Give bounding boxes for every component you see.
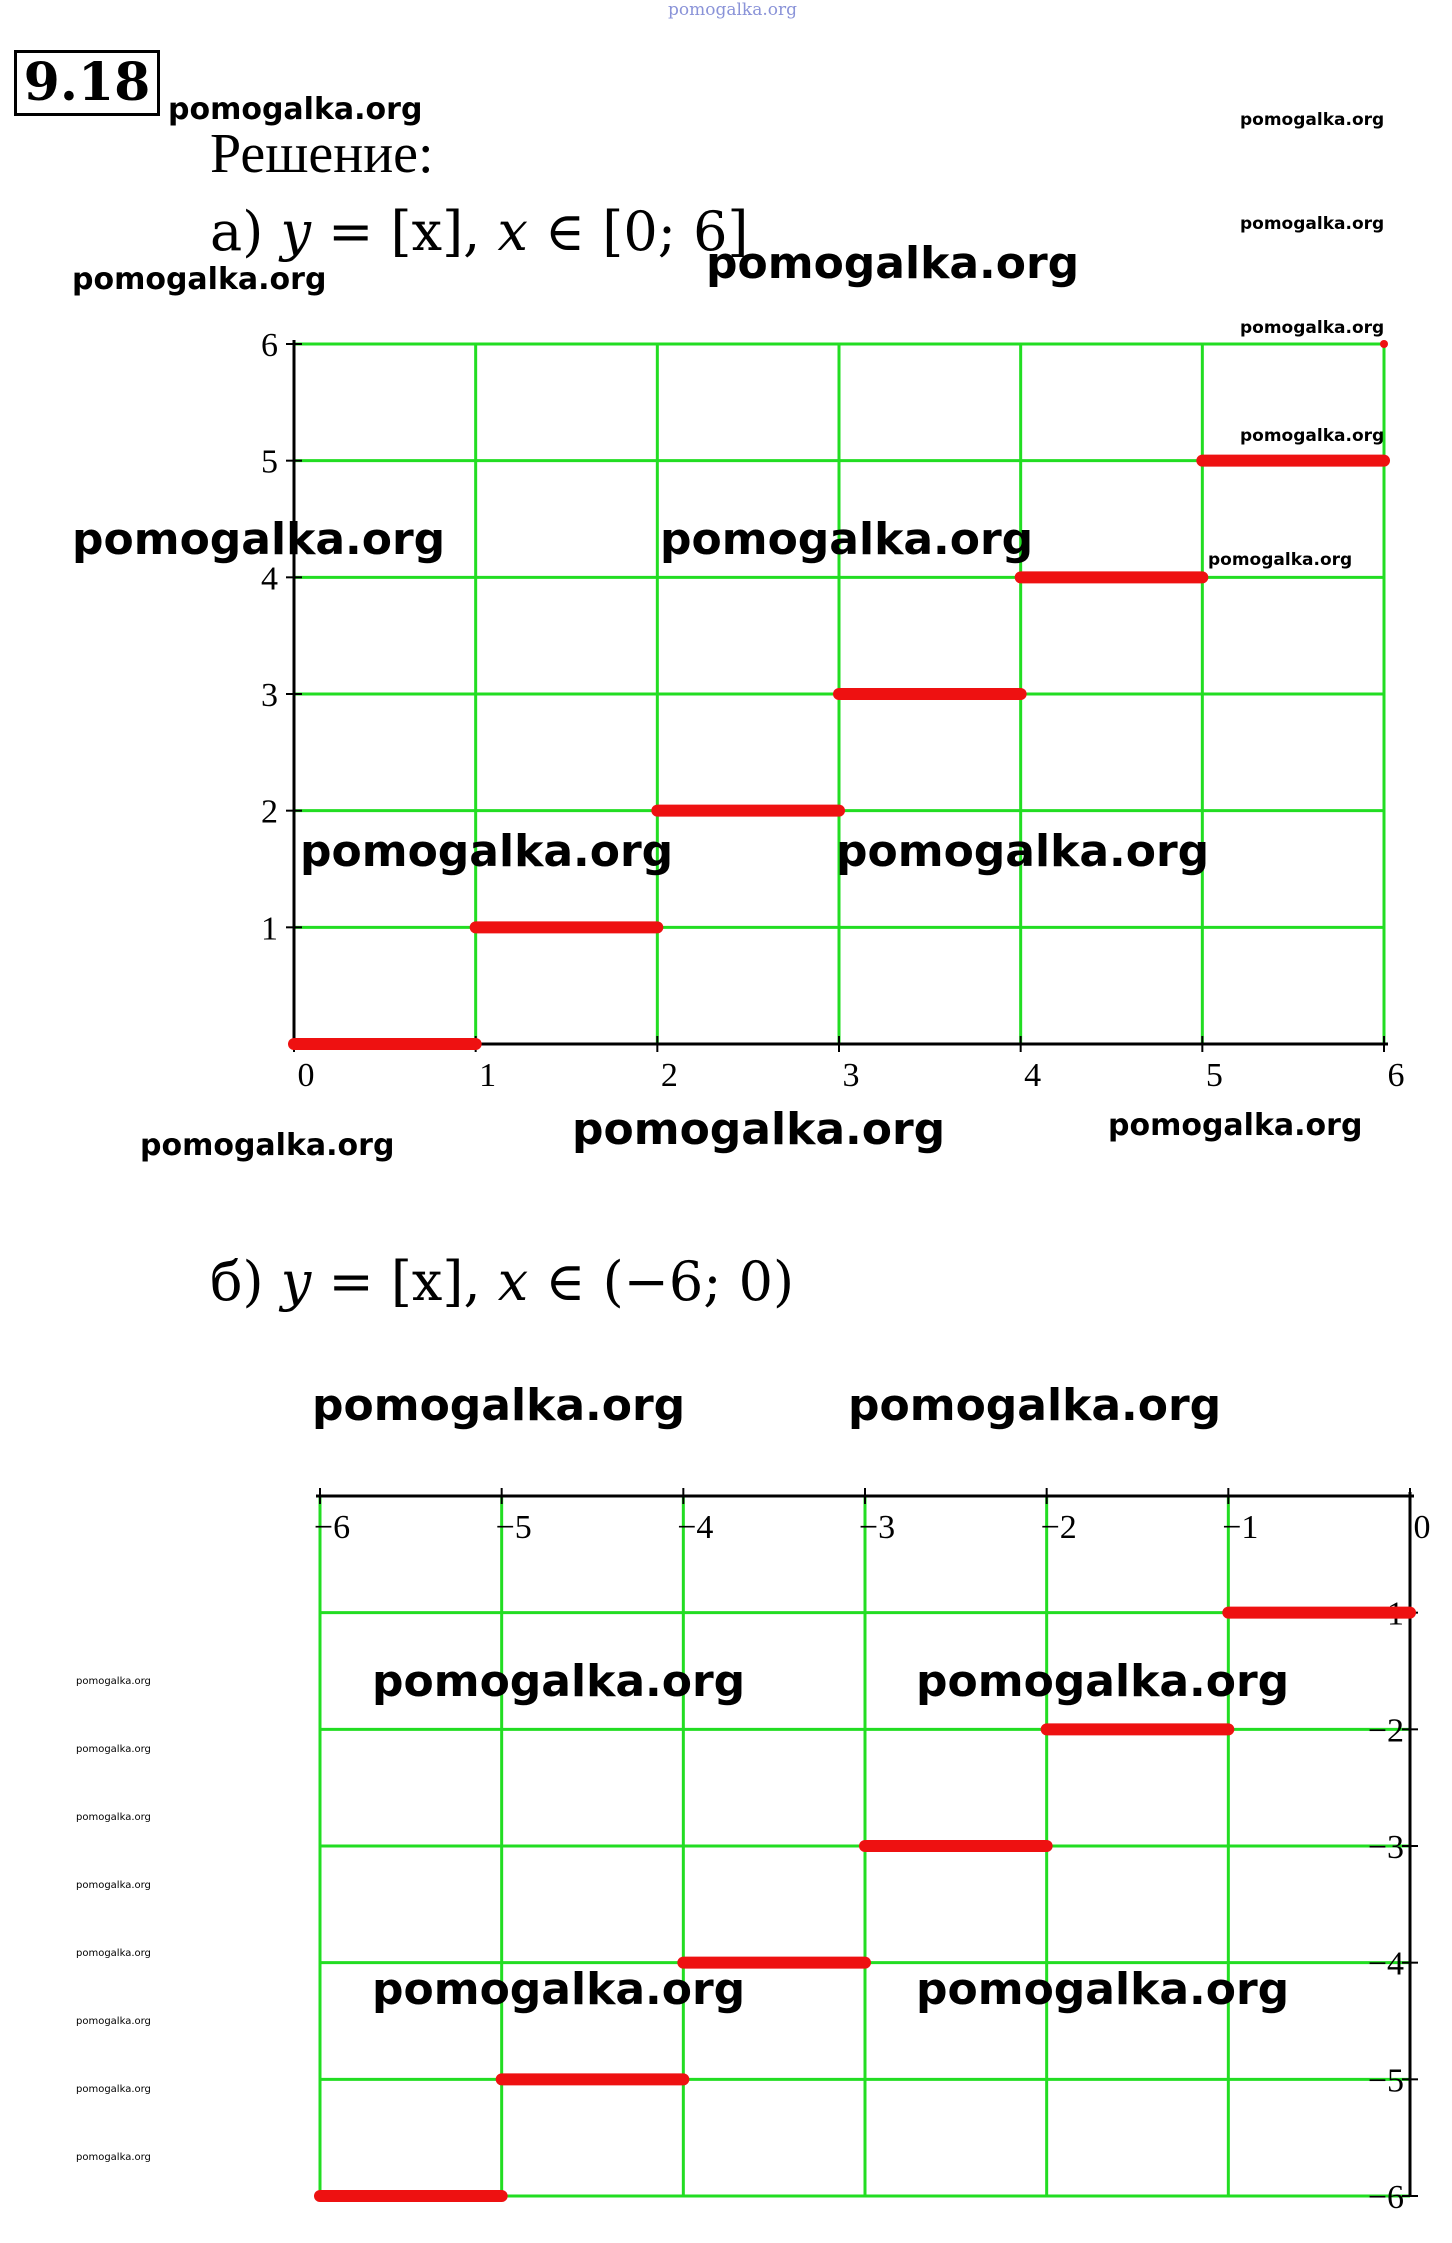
y-tick-label: −3 — [1368, 1829, 1404, 1866]
part-b-formula-y: y — [280, 1250, 312, 1313]
x-tick-label: 0 — [298, 1057, 315, 1094]
watermark: pomogalka.org — [1108, 1108, 1363, 1143]
watermark: pomogalka.org — [836, 826, 1210, 877]
top-watermark: pomogalka.org — [668, 0, 798, 20]
watermark: pomogalka.org — [916, 1656, 1290, 1707]
watermark: pomogalka.org — [1240, 214, 1385, 234]
watermark: pomogalka.org — [76, 2016, 151, 2027]
part-b-formula-floor: [x] — [390, 1250, 464, 1313]
x-tick-label: 1 — [479, 1057, 496, 1094]
chart-a: 0 1 2 3 4 5 6 1 2 3 4 5 6 — [261, 327, 1405, 1094]
y-tick-label: −5 — [1368, 2062, 1404, 2099]
x-tick-label: −5 — [496, 1509, 532, 1546]
part-a-formula-y: y — [280, 200, 311, 263]
y-tick-label: −6 — [1368, 2179, 1404, 2216]
part-a-formula-interval: [0; 6] — [602, 200, 749, 263]
watermark: pomogalka.org — [1240, 318, 1385, 338]
watermark: pomogalka.org — [72, 262, 327, 297]
part-b-formula-in: ∈ — [545, 1250, 586, 1313]
watermark: pomogalka.org — [1240, 110, 1385, 130]
part-a-formula-x: x — [497, 200, 528, 263]
watermark: pomogalka.org — [572, 1104, 946, 1155]
watermark: pomogalka.org — [76, 2084, 151, 2095]
y-tick-label: 2 — [261, 794, 278, 831]
watermark: pomogalka.org — [76, 2152, 151, 2163]
watermark: pomogalka.org — [76, 1880, 151, 1891]
watermark: pomogalka.org — [168, 92, 423, 127]
watermark: pomogalka.org — [372, 1656, 746, 1707]
watermark: pomogalka.org — [1240, 426, 1385, 446]
watermark: pomogalka.org — [372, 1964, 746, 2015]
watermark: pomogalka.org — [72, 514, 446, 565]
series-point — [1380, 340, 1388, 348]
y-tick-label: 5 — [261, 444, 278, 481]
x-tick-label: 6 — [1388, 1057, 1405, 1094]
watermark: pomogalka.org — [76, 1812, 151, 1823]
part-a-formula-sep: , — [463, 200, 481, 263]
y-tick-label: 6 — [261, 327, 278, 364]
watermark: pomogalka.org — [76, 1948, 151, 1959]
part-a-formula-floor: [x] — [390, 200, 464, 263]
watermark: pomogalka.org — [1208, 550, 1353, 570]
x-tick-label: 4 — [1024, 1057, 1041, 1094]
x-tick-label: 5 — [1206, 1057, 1223, 1094]
watermark: pomogalka.org — [848, 1380, 1222, 1431]
part-a-label: а) — [210, 200, 264, 263]
problem-number: 9.18 — [14, 50, 160, 116]
part-b-formula-sep: , — [463, 1250, 481, 1313]
part-b-formula-interval: (−6; 0) — [602, 1250, 795, 1313]
y-tick-label: 4 — [261, 560, 278, 597]
x-tick-label: 3 — [843, 1057, 860, 1094]
y-tick-label: 3 — [261, 677, 278, 714]
watermark: pomogalka.org — [300, 826, 674, 877]
solution-heading: Решение: — [210, 123, 434, 185]
watermark: pomogalka.org — [706, 238, 1080, 289]
part-b-formula: б) y = [x], x ∈ (−6; 0) — [210, 1250, 794, 1313]
chart-b: −6−5−4−3−2−10−1−2−3−4−5−6 — [314, 1488, 1431, 2216]
watermark: pomogalka.org — [76, 1676, 151, 1687]
x-tick-label: −2 — [1041, 1509, 1077, 1546]
part-b-formula-x: x — [497, 1250, 529, 1313]
watermark: pomogalka.org — [660, 514, 1034, 565]
part-a-formula-in: ∈ — [545, 200, 586, 263]
y-tick-label: −2 — [1368, 1712, 1404, 1749]
part-b-label: б) — [210, 1250, 264, 1313]
watermark: pomogalka.org — [916, 1964, 1290, 2015]
part-b-formula-eq: = — [328, 1250, 374, 1313]
x-tick-label: −6 — [314, 1509, 350, 1546]
x-tick-label: 2 — [661, 1057, 678, 1094]
y-tick-label: −4 — [1368, 1946, 1404, 1983]
part-a-formula: а) y = [x], x ∈ [0; 6] — [210, 200, 749, 263]
x-tick-label: −3 — [859, 1509, 895, 1546]
x-tick-label: −1 — [1222, 1509, 1258, 1546]
x-tick-label: 0 — [1414, 1509, 1431, 1546]
watermark: pomogalka.org — [312, 1380, 686, 1431]
x-tick-label: −4 — [677, 1509, 713, 1546]
watermark: pomogalka.org — [140, 1128, 395, 1163]
watermark: pomogalka.org — [76, 1744, 151, 1755]
part-a-formula-eq: = — [328, 200, 374, 263]
y-tick-label: 1 — [261, 910, 278, 947]
